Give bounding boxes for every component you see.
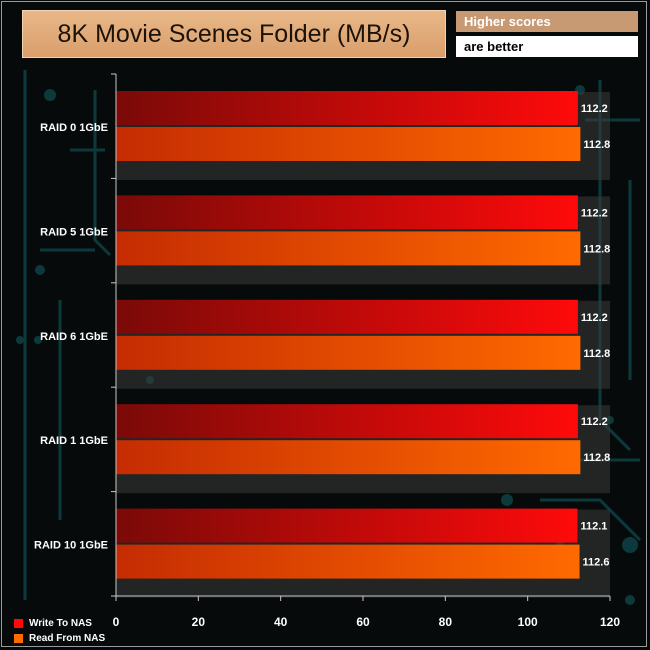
legend-label-write: Write To NAS — [29, 618, 92, 629]
data-label-read: 112.8 — [583, 348, 610, 360]
bar-write-to-nas — [116, 508, 578, 543]
circuit-trace — [540, 498, 642, 542]
x-tick-label: 60 — [356, 615, 370, 629]
x-tick-label: 120 — [600, 615, 620, 629]
data-label-read: 112.8 — [583, 139, 610, 151]
circuit-trace — [93, 90, 112, 257]
bar-read-from-nas — [116, 335, 581, 370]
circuit-node — [625, 595, 635, 605]
axes: RAID 0 1GbE RAID 5 1GbE RAID 6 1GbE RAID 1 … — [34, 73, 620, 629]
legend-swatch-read — [14, 634, 23, 643]
legend-item-write: Write To NAS — [14, 616, 105, 631]
x-tick-label: 100 — [518, 615, 538, 629]
circuit-node — [501, 494, 513, 506]
circuit-node — [34, 336, 42, 344]
category-label: RAID 1 1GbE — [40, 435, 108, 447]
data-label-read: 112.8 — [583, 452, 610, 464]
data-label-write: 112.2 — [581, 312, 608, 324]
bar-write-to-nas — [116, 299, 578, 334]
bar-read-from-nas — [116, 231, 581, 266]
legend-swatch-write — [14, 619, 23, 628]
data-label-read: 112.6 — [583, 557, 610, 569]
chart-title: 8K Movie Scenes Folder (MB/s) — [57, 19, 411, 48]
circuit-node — [44, 89, 56, 101]
circuit-node — [622, 537, 638, 553]
bar-read-from-nas — [116, 440, 581, 475]
circuit-node — [16, 336, 24, 344]
legend-label-read: Read From NAS — [29, 633, 106, 644]
category-label: RAID 5 1GbE — [40, 226, 108, 238]
category-label: RAID 6 1GbE — [40, 331, 108, 343]
legend-item-read: Read From NAS — [14, 631, 105, 646]
x-tick-label: 40 — [274, 615, 288, 629]
bar-write-to-nas — [116, 195, 578, 230]
category-label: RAID 0 1GbE — [40, 122, 108, 134]
bar-read-from-nas — [116, 127, 581, 161]
legend: Write To NAS Read From NAS — [14, 616, 105, 646]
bar-write-to-nas — [116, 91, 578, 125]
bar-read-from-nas — [116, 544, 580, 579]
higher-scores-note: Higher scores — [456, 11, 638, 32]
data-label-read: 112.8 — [583, 243, 610, 255]
chart-title-box: 8K Movie Scenes Folder (MB/s) — [22, 10, 446, 58]
bars: 112.2 112.8 112.2 112.8 112.2 112.8 112.2 112.8… — [116, 91, 610, 579]
x-tick-label: 20 — [192, 615, 206, 629]
data-label-write: 112.1 — [580, 521, 607, 533]
x-tick-label: 0 — [113, 615, 120, 629]
circuit-node — [35, 265, 45, 275]
data-label-write: 112.2 — [581, 207, 608, 219]
bar-write-to-nas — [116, 404, 578, 439]
category-label: RAID 10 1GbE — [34, 540, 108, 552]
data-label-write: 112.2 — [581, 103, 608, 115]
x-tick-label: 80 — [439, 615, 453, 629]
are-better-note: are better — [456, 36, 638, 57]
data-label-write: 112.2 — [581, 416, 608, 428]
